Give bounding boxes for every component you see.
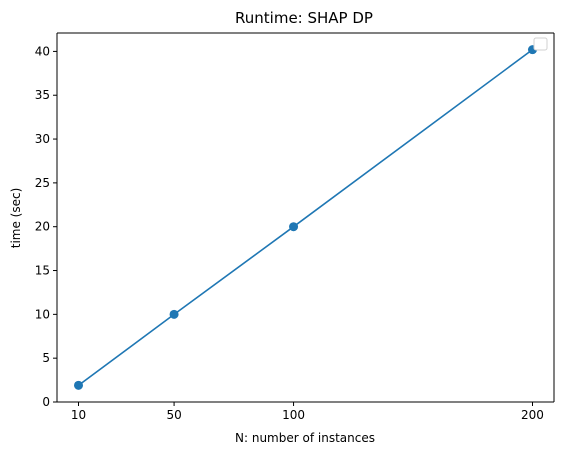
y-tick-label: 30: [35, 132, 50, 146]
x-axis-label: N: number of instances: [235, 431, 375, 445]
x-tick-label: 200: [521, 408, 544, 422]
x-tick-label: 50: [166, 408, 181, 422]
y-tick-label: 15: [35, 264, 50, 278]
y-tick-label: 40: [35, 44, 50, 58]
y-tick-label: 5: [42, 351, 50, 365]
y-tick-label: 20: [35, 220, 50, 234]
y-tick-label: 0: [42, 395, 50, 409]
data-point-0: [74, 380, 84, 390]
y-tick-label: 10: [35, 307, 50, 321]
series-line-0: [78, 49, 533, 386]
data-point-2: [289, 222, 299, 232]
data-point-1: [169, 309, 179, 319]
x-tick-label: 10: [71, 408, 86, 422]
y-axis-label: time (sec): [9, 188, 23, 249]
legend-box: [533, 37, 548, 51]
y-tick-label: 35: [35, 88, 50, 102]
y-axis-ticks: 0 5 10 15 20 25 30 35 40: [35, 44, 57, 409]
chart-title: Runtime: SHAP DP: [235, 9, 373, 27]
y-tick-label: 25: [35, 176, 50, 190]
x-tick-label: 100: [282, 408, 305, 422]
x-axis-ticks: 10 50 100 200: [71, 402, 544, 422]
